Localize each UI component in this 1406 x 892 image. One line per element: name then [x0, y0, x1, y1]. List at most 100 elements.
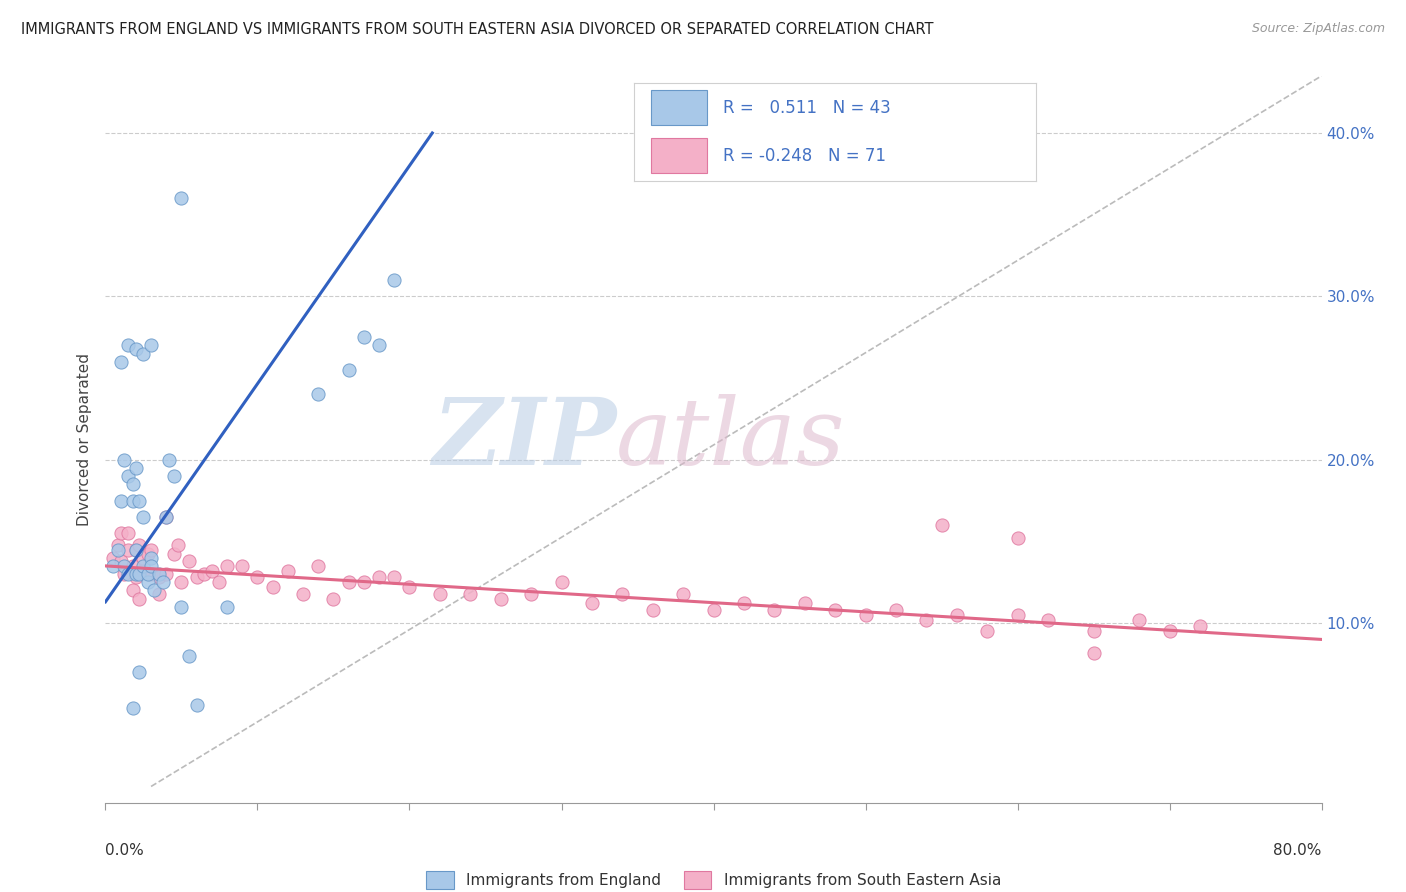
Point	[112, 558, 135, 573]
Point	[733, 597, 755, 611]
Point	[125, 542, 148, 557]
Point	[121, 477, 143, 491]
Point	[201, 564, 224, 578]
Point	[117, 542, 139, 557]
Point	[976, 624, 998, 639]
Point	[117, 526, 139, 541]
Point	[458, 587, 481, 601]
Point	[277, 564, 299, 578]
Point	[702, 603, 725, 617]
Point	[101, 558, 124, 573]
Point	[1083, 646, 1105, 660]
Point	[112, 567, 135, 582]
Point	[824, 603, 846, 617]
Point	[155, 509, 177, 524]
Point	[915, 613, 938, 627]
Point	[121, 583, 143, 598]
Point	[170, 191, 193, 205]
Point	[155, 567, 177, 582]
Point	[193, 567, 215, 582]
Legend: Immigrants from England, Immigrants from South Eastern Asia: Immigrants from England, Immigrants from…	[420, 865, 1007, 892]
Point	[110, 526, 132, 541]
Point	[398, 580, 420, 594]
Point	[1188, 619, 1211, 633]
Point	[177, 648, 200, 663]
Point	[163, 548, 186, 562]
Point	[125, 570, 148, 584]
Point	[1128, 613, 1150, 627]
Point	[132, 564, 155, 578]
Point	[581, 597, 603, 611]
Point	[139, 558, 162, 573]
Point	[112, 452, 135, 467]
Text: ZIP: ZIP	[432, 394, 616, 484]
Point	[117, 469, 139, 483]
Point	[368, 338, 391, 352]
Point	[170, 575, 193, 590]
Point	[793, 597, 815, 611]
Point	[489, 591, 512, 606]
Point	[641, 603, 664, 617]
Point	[217, 558, 239, 573]
Point	[128, 665, 150, 679]
Point	[612, 587, 634, 601]
Point	[231, 558, 253, 573]
Point	[132, 346, 155, 360]
Point	[139, 567, 162, 582]
Point	[121, 493, 143, 508]
Point	[307, 387, 329, 401]
Point	[945, 607, 967, 622]
Point	[157, 452, 180, 467]
Point	[262, 580, 284, 594]
Point	[128, 591, 150, 606]
Point	[763, 603, 786, 617]
Point	[155, 509, 177, 524]
Point	[110, 355, 132, 369]
Point	[136, 575, 159, 590]
Point	[382, 273, 405, 287]
Point	[208, 575, 231, 590]
Point	[307, 558, 329, 573]
Point	[139, 550, 162, 565]
Point	[125, 342, 148, 356]
Point	[672, 587, 695, 601]
Point	[132, 509, 155, 524]
Point	[128, 493, 150, 508]
Point	[550, 575, 572, 590]
Point	[520, 587, 543, 601]
Point	[136, 548, 159, 562]
Point	[139, 338, 162, 352]
Point	[125, 461, 148, 475]
Text: 0.0%: 0.0%	[105, 843, 145, 858]
Text: Source: ZipAtlas.com: Source: ZipAtlas.com	[1251, 22, 1385, 36]
Point	[429, 587, 451, 601]
Point	[884, 603, 907, 617]
Point	[292, 587, 315, 601]
Point	[128, 567, 150, 582]
Point	[110, 554, 132, 568]
Point	[246, 570, 269, 584]
Point	[353, 575, 375, 590]
Point	[337, 575, 360, 590]
Text: atlas: atlas	[616, 394, 846, 484]
Point	[1159, 624, 1181, 639]
Point	[148, 567, 170, 582]
Point	[110, 493, 132, 508]
Y-axis label: Divorced or Separated: Divorced or Separated	[76, 353, 91, 525]
Point	[186, 698, 208, 712]
Point	[322, 591, 344, 606]
Point	[1083, 624, 1105, 639]
Point	[107, 538, 129, 552]
Point	[148, 587, 170, 601]
Point	[931, 518, 953, 533]
Point	[337, 363, 360, 377]
Point	[125, 542, 148, 557]
Point	[217, 599, 239, 614]
Point	[1007, 607, 1029, 622]
Point	[167, 538, 190, 552]
Point	[132, 550, 155, 565]
Point	[136, 567, 159, 582]
Point	[101, 550, 124, 565]
Point	[107, 542, 129, 557]
Point	[152, 575, 174, 590]
